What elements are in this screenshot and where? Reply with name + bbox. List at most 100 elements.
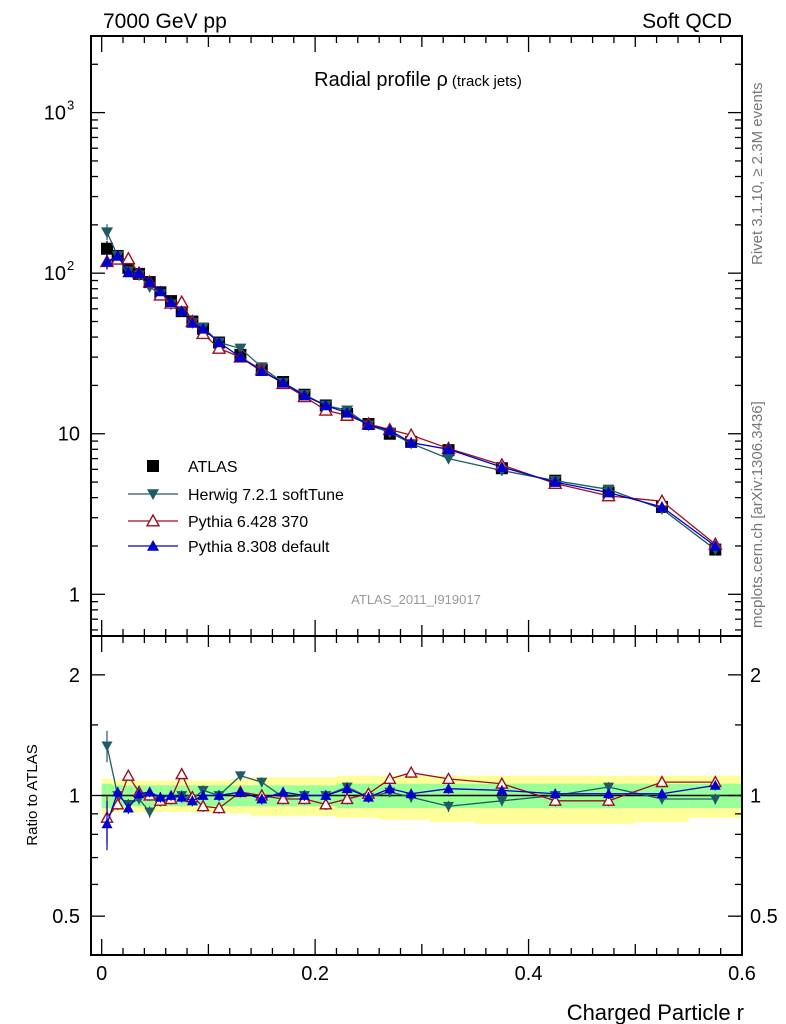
ratio-series-lines <box>100 730 723 851</box>
ratio-point <box>133 788 145 799</box>
x-tick-label: 0.6 <box>728 963 756 985</box>
ratio-point <box>144 807 156 818</box>
y-tick-exponent: 3 <box>67 98 74 113</box>
legend-label: ATLAS <box>188 459 238 476</box>
analysis-id: ATLAS_2011_I919017 <box>351 592 481 607</box>
ratio-point <box>656 788 668 799</box>
series-herwig-7-2-1-softtune <box>101 224 722 556</box>
ratio-point <box>122 802 134 813</box>
series-pythia-8-308-default <box>101 249 722 551</box>
ratio-series-pythia-8-308-default <box>101 779 721 851</box>
data-point <box>133 267 146 278</box>
y-tick-label: 10 <box>58 424 80 446</box>
x-tick-label: 0 <box>96 963 107 985</box>
ratio-y-tick-label-right: 0.5 <box>750 906 778 928</box>
ratio-point <box>603 788 615 799</box>
side-label-top: Rivet 3.1.10, ≥ 2.3M events <box>749 83 766 266</box>
y-tick-label: 1 <box>69 584 80 606</box>
plot-title-main: Radial profile ρ <box>314 69 448 91</box>
y-tick-label: 10 <box>44 103 66 125</box>
data-point <box>341 406 354 418</box>
header-left: 7000 GeV pp <box>103 10 227 33</box>
ratio-axis-ticks: 0.5 0.5 1 1 2 2 0 0.2 0.4 0.6 <box>52 636 778 985</box>
data-point <box>383 424 396 436</box>
ratio-point <box>121 768 136 781</box>
ratio-point <box>101 741 113 752</box>
legend: ATLAS Herwig 7.2.1 softTune Pythia 6.428 3… <box>128 459 344 556</box>
ratio-point <box>405 788 417 799</box>
legend-marker <box>147 460 159 472</box>
ratio-point <box>709 794 721 805</box>
data-point <box>101 242 114 255</box>
ratio-point <box>196 799 210 812</box>
legend-label: Pythia 6.428 370 <box>188 514 308 531</box>
ratio-point <box>404 765 418 778</box>
legend-label: Herwig 7.2.1 softTune <box>188 487 344 504</box>
data-point <box>255 365 268 377</box>
ratio-point <box>603 782 615 793</box>
data-point <box>122 266 135 278</box>
data-point <box>298 389 311 401</box>
ratio-point <box>319 797 333 810</box>
data-point <box>655 500 668 512</box>
series-pythia-6-428-370 <box>99 251 723 550</box>
data-point <box>602 486 615 498</box>
data-point <box>211 340 227 354</box>
legend-marker <box>147 489 159 500</box>
ratio-y-tick-label-left: 0.5 <box>52 906 80 928</box>
ratio-point <box>112 786 124 797</box>
data-point <box>549 476 562 487</box>
ratio-point <box>197 790 209 800</box>
ratio-point <box>443 783 455 794</box>
data-point <box>442 453 455 465</box>
data-point <box>495 461 508 472</box>
legend-label: Pythia 8.308 default <box>188 539 330 556</box>
data-point <box>362 419 375 431</box>
ratio-point <box>213 790 225 800</box>
ratio-point <box>341 783 353 794</box>
data-point <box>154 285 167 297</box>
ratio-point <box>443 801 455 812</box>
y-tick-label: 10 <box>44 263 66 285</box>
ratio-point <box>256 793 268 804</box>
ratio-point <box>601 793 616 806</box>
ratio-point <box>212 801 226 814</box>
ratio-point <box>186 795 198 806</box>
data-point <box>234 351 247 362</box>
y-tick-exponent: 2 <box>67 258 74 273</box>
data-point <box>234 343 247 355</box>
plot-title: Radial profile ρ (track jets) <box>314 69 522 91</box>
ratio-point <box>709 779 721 790</box>
data-point <box>186 316 199 328</box>
plot-title-sub: (track jets) <box>452 73 522 90</box>
ratio-point <box>176 791 188 802</box>
ratio-point <box>655 775 669 788</box>
ratio-point <box>277 786 289 797</box>
ratio-point <box>234 786 246 797</box>
ratio-ylabel: Ratio to ATLAS <box>24 744 41 845</box>
legend-marker <box>147 540 159 551</box>
ratio-point <box>496 796 508 807</box>
ratio-point <box>298 790 310 800</box>
ratio-point <box>154 791 166 802</box>
ratio-point <box>276 792 290 805</box>
data-point <box>165 296 178 307</box>
ratio-point <box>496 784 508 795</box>
data-point <box>709 539 722 551</box>
data-point <box>143 276 156 287</box>
data-point <box>175 305 188 316</box>
ratio-point <box>101 818 113 829</box>
header-right: Soft QCD <box>642 10 732 33</box>
main-series-lines <box>99 224 723 556</box>
data-point <box>101 227 114 239</box>
data-point <box>213 336 226 348</box>
x-tick-label: 0.4 <box>515 963 543 985</box>
ratio-y-tick-label-left: 1 <box>69 786 80 808</box>
data-point <box>101 255 114 267</box>
series-atlas <box>101 240 722 556</box>
ratio-point <box>175 767 189 780</box>
ratio-y-tick-label-right: 1 <box>750 786 761 808</box>
ratio-point <box>549 788 561 799</box>
